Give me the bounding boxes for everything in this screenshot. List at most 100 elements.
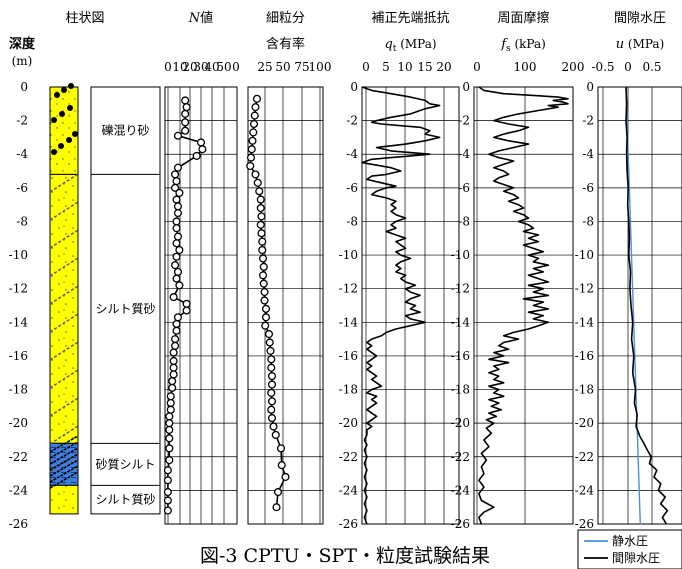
data-point	[163, 466, 172, 475]
data-point	[259, 262, 268, 271]
depth-tick-label: -16	[575, 349, 594, 363]
data-point	[251, 170, 260, 179]
data-point	[257, 229, 266, 238]
x-tick-label: 20	[182, 60, 197, 74]
data-point	[163, 488, 172, 497]
soil-layer-name: 砂質シルト	[95, 456, 155, 471]
data-point	[181, 109, 190, 118]
data-point	[267, 414, 277, 423]
x-tick-label: 15	[417, 60, 432, 74]
data-point	[267, 405, 276, 414]
data-point	[175, 188, 184, 197]
x-tick-label: 0	[473, 60, 481, 74]
series-line-1-0	[249, 98, 287, 508]
data-point	[173, 267, 183, 276]
data-point	[267, 372, 277, 381]
data-point	[172, 195, 181, 204]
data-point	[181, 96, 190, 105]
data-point	[172, 239, 181, 248]
depth-tick-label: -20	[451, 416, 470, 430]
depth-tick-label: -6	[582, 181, 594, 195]
data-point	[256, 220, 265, 229]
x-tick-label: 0	[164, 60, 172, 74]
soil-layer-block	[49, 86, 79, 175]
x-tick-label: 75	[294, 60, 309, 74]
data-point	[252, 94, 262, 103]
data-point	[253, 178, 262, 187]
chart-panel-4: 間隙水圧 u (MPa)-0.5 0 0.5 0 -2 -4 -6 -8 -10 -12 -14 -16…	[575, 11, 682, 569]
depth-tick-label: -12	[575, 282, 594, 296]
depth-tick-label: -24	[575, 483, 595, 497]
depth-tick-label: -26	[451, 517, 470, 531]
x-tick-label: 50	[216, 60, 231, 74]
depth-tick-label: -8	[582, 214, 594, 228]
data-point	[246, 153, 256, 162]
series-line-2-0	[361, 86, 441, 525]
depth-tick-label: -12	[339, 282, 358, 296]
data-point	[281, 472, 290, 481]
x-tick-label: 0	[362, 60, 370, 74]
data-point	[182, 103, 191, 112]
data-point	[165, 456, 174, 465]
data-point	[165, 412, 174, 421]
panel-symbol-unit: qt (MPa)	[384, 37, 436, 54]
data-point	[256, 203, 265, 213]
data-point	[267, 380, 277, 389]
depth-tick-label: 0	[350, 80, 358, 94]
depth-tick-label: -26	[339, 517, 358, 531]
depth-tick-label: -24	[451, 483, 471, 497]
depth-tick-label: -18	[339, 383, 358, 397]
depth-tick-label: -20	[9, 416, 28, 430]
depth-tick-label: -8	[16, 214, 28, 228]
data-point	[169, 370, 178, 379]
data-point	[261, 321, 270, 330]
panel-title: N値	[188, 10, 213, 26]
depth-tick-label: 0	[586, 80, 594, 94]
data-point	[266, 346, 275, 355]
data-point	[169, 363, 178, 372]
depth-tick-label: -6	[346, 181, 358, 195]
depth-tick-label: -26	[575, 517, 594, 531]
series-line-3-0	[478, 86, 569, 525]
data-point	[192, 151, 201, 160]
data-point	[163, 496, 172, 505]
depth-tick-label: -4	[346, 147, 358, 161]
data-point	[172, 252, 181, 261]
depth-tick-label: 0	[20, 80, 28, 94]
soil-layer-block	[49, 173, 79, 444]
data-point	[258, 245, 267, 255]
data-point	[261, 304, 271, 313]
depth-tick-label: -16	[451, 349, 470, 363]
data-point	[172, 224, 181, 233]
depth-tick-label: -16	[339, 349, 358, 363]
depth-tick-label: -10	[9, 248, 28, 262]
data-point	[267, 363, 276, 372]
data-point	[271, 430, 280, 439]
depth-tick-label: -8	[458, 214, 470, 228]
data-point	[172, 177, 181, 186]
chart-panel-3: 周面摩擦 fs (kPa) 0 100 200 0 -2 -4 -6 -8 -10 -12 -14 -16…	[451, 10, 585, 531]
data-point	[172, 217, 181, 226]
x-tick-label: 0	[624, 60, 632, 74]
depth-tick-label: -14	[9, 315, 29, 329]
x-tick-label: 10	[172, 60, 187, 74]
panel-title: 補正先端抵抗	[371, 11, 449, 26]
data-point	[171, 261, 180, 270]
data-point	[272, 503, 281, 512]
data-point	[251, 103, 260, 112]
depth-axis: 深度 (m) 0 -2 -4 -6 -8 -10 -12 -14 -16 -18 -20 -22 -24 -2…	[9, 36, 36, 531]
x-tick-label: 25	[257, 60, 272, 74]
soil-layer-name: シルト質砂	[95, 492, 155, 507]
data-point	[277, 461, 286, 470]
depth-tick-label: -22	[339, 450, 358, 464]
data-point	[276, 444, 286, 453]
data-point	[246, 161, 255, 171]
data-point	[168, 377, 177, 386]
data-point	[165, 419, 174, 428]
depth-tick-label: -22	[575, 450, 594, 464]
data-point	[249, 128, 258, 137]
data-point	[181, 126, 190, 135]
depth-tick-label: -18	[451, 383, 470, 397]
depth-tick-label: -12	[9, 282, 28, 296]
